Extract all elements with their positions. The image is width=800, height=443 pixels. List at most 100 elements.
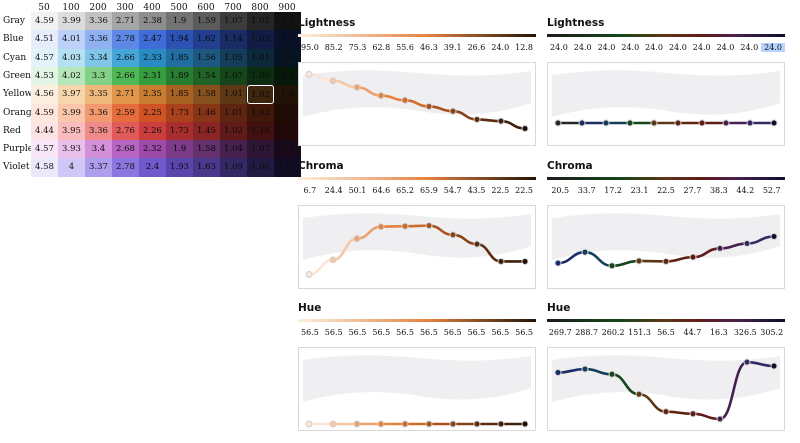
color-swatch-cell[interactable]: 1.58 [193,85,220,105]
curve-point[interactable] [449,231,457,239]
color-swatch-cell[interactable]: 1.0 [274,48,301,68]
curve-point[interactable] [353,83,361,91]
color-swatch-cell[interactable]: 3.36 [85,30,112,50]
color-swatch-cell[interactable]: 2.68 [112,140,139,160]
color-swatch-cell[interactable]: 2.59 [112,103,139,123]
curve-point[interactable] [497,257,505,265]
color-swatch-cell[interactable]: 1.01 [220,85,247,105]
curve-point[interactable] [521,420,529,428]
curve-plot[interactable] [298,347,536,431]
color-swatch-cell[interactable]: 2.66 [112,48,139,68]
color-swatch-cell[interactable]: 4.59 [31,103,58,123]
curve-point[interactable] [698,119,706,127]
color-swatch-cell[interactable]: 1.02 [247,103,274,123]
color-swatch-cell[interactable]: 4.01 [58,30,85,50]
curve-point[interactable] [305,70,313,78]
color-swatch-cell[interactable]: 3.34 [85,48,112,68]
color-swatch-cell[interactable]: 2.76 [112,121,139,141]
curve-plot[interactable] [547,205,785,289]
curve-point[interactable] [353,420,361,428]
color-swatch-cell[interactable]: 2.26 [139,121,166,141]
curve-point[interactable] [674,119,682,127]
color-swatch-cell[interactable]: 3.36 [85,121,112,141]
color-swatch-cell[interactable]: 4.59 [31,12,58,31]
curve-point[interactable] [608,262,616,270]
color-swatch-cell[interactable]: 1.56 [193,48,220,68]
curve-point[interactable] [473,420,481,428]
curve-point[interactable] [554,369,562,377]
color-swatch-cell[interactable]: 2.4 [139,158,166,178]
color-swatch-cell[interactable]: 1.01 [274,158,301,178]
color-swatch-cell[interactable]: 4.03 [58,48,85,68]
color-swatch-cell[interactable]: 1.0 [274,30,301,50]
color-swatch-cell[interactable]: 1.46 [193,103,220,123]
curve-point[interactable] [662,408,670,416]
color-swatch-cell[interactable]: 1.09 [220,158,247,178]
curve-point[interactable] [497,420,505,428]
color-swatch-cell[interactable]: 2.66 [112,66,139,86]
curve-plot[interactable] [298,205,536,289]
curve-point[interactable] [425,222,433,230]
color-swatch-cell[interactable]: 3.35 [85,85,112,105]
color-swatch-cell[interactable]: 1.14 [220,30,247,50]
color-swatch-cell[interactable]: 2.78 [112,30,139,50]
curve-point[interactable] [329,420,337,428]
curve-point[interactable] [716,415,724,423]
color-swatch-cell[interactable]: 3.36 [85,103,112,123]
curve-point[interactable] [425,102,433,110]
color-swatch-cell[interactable]: 2.33 [139,48,166,68]
color-swatch-cell[interactable]: 1.89 [166,66,193,86]
color-swatch-cell[interactable]: 4.44 [31,121,58,141]
color-swatch-cell[interactable]: 1.93 [166,158,193,178]
curve-point[interactable] [521,257,529,265]
curve-point[interactable] [449,420,457,428]
color-swatch-cell[interactable]: 3.37 [85,158,112,178]
color-swatch-cell[interactable]: 1.59 [193,12,220,31]
curve-point[interactable] [716,244,724,252]
color-swatch-cell[interactable]: 1.62 [193,30,220,50]
curve-point[interactable] [722,119,730,127]
curve-point[interactable] [650,119,658,127]
color-swatch-cell[interactable]: 1.85 [166,48,193,68]
color-swatch-cell[interactable]: 3.99 [58,12,85,31]
curve-point[interactable] [401,420,409,428]
curve-point[interactable] [770,362,778,370]
curve-point[interactable] [554,119,562,127]
color-swatch-cell[interactable]: 4.58 [31,158,58,178]
color-swatch-cell[interactable]: 3.3 [85,66,112,86]
curve-plot[interactable] [298,62,536,146]
color-swatch-cell[interactable]: 1.45 [193,121,220,141]
color-swatch-cell[interactable]: 4.02 [58,66,85,86]
curve-point[interactable] [425,420,433,428]
curve-point[interactable] [497,117,505,125]
color-swatch-cell[interactable]: 3.93 [58,140,85,160]
curve-point[interactable] [521,125,529,133]
curve-point[interactable] [689,253,697,261]
curve-point[interactable] [401,222,409,230]
color-swatch-cell[interactable]: 1.02 [220,121,247,141]
color-swatch-cell[interactable]: 1.01 [247,48,274,68]
color-swatch-cell[interactable]: 1.01 [247,12,274,31]
color-swatch-cell[interactable]: 1.58 [193,140,220,160]
curve-plot[interactable] [547,347,785,431]
curve-point[interactable] [554,259,562,267]
curve-point[interactable] [377,223,385,231]
color-swatch-cell[interactable]: 2.25 [139,103,166,123]
color-swatch-cell[interactable]: 1.0 [274,85,301,105]
curve-point[interactable] [635,257,643,265]
color-swatch-cell[interactable]: 1.0 [274,66,301,86]
color-swatch-cell[interactable]: 4.53 [31,66,58,86]
color-swatch-cell[interactable]: 1.06 [247,66,274,86]
color-swatch-cell[interactable]: 1.0 [274,121,301,141]
color-swatch-cell[interactable]: 3.99 [58,103,85,123]
color-swatch-cell[interactable]: 2.35 [139,85,166,105]
color-swatch-cell[interactable]: 1.94 [166,30,193,50]
curve-point[interactable] [746,119,754,127]
curve-point[interactable] [770,119,778,127]
curve-point[interactable] [602,119,610,127]
color-swatch-cell[interactable]: 1.01 [220,103,247,123]
color-swatch-cell[interactable]: 1.85 [166,85,193,105]
color-swatch-cell[interactable]: 4.56 [31,85,58,105]
curve-point[interactable] [581,248,589,256]
color-swatch-cell[interactable]: 1.82 [247,85,274,105]
